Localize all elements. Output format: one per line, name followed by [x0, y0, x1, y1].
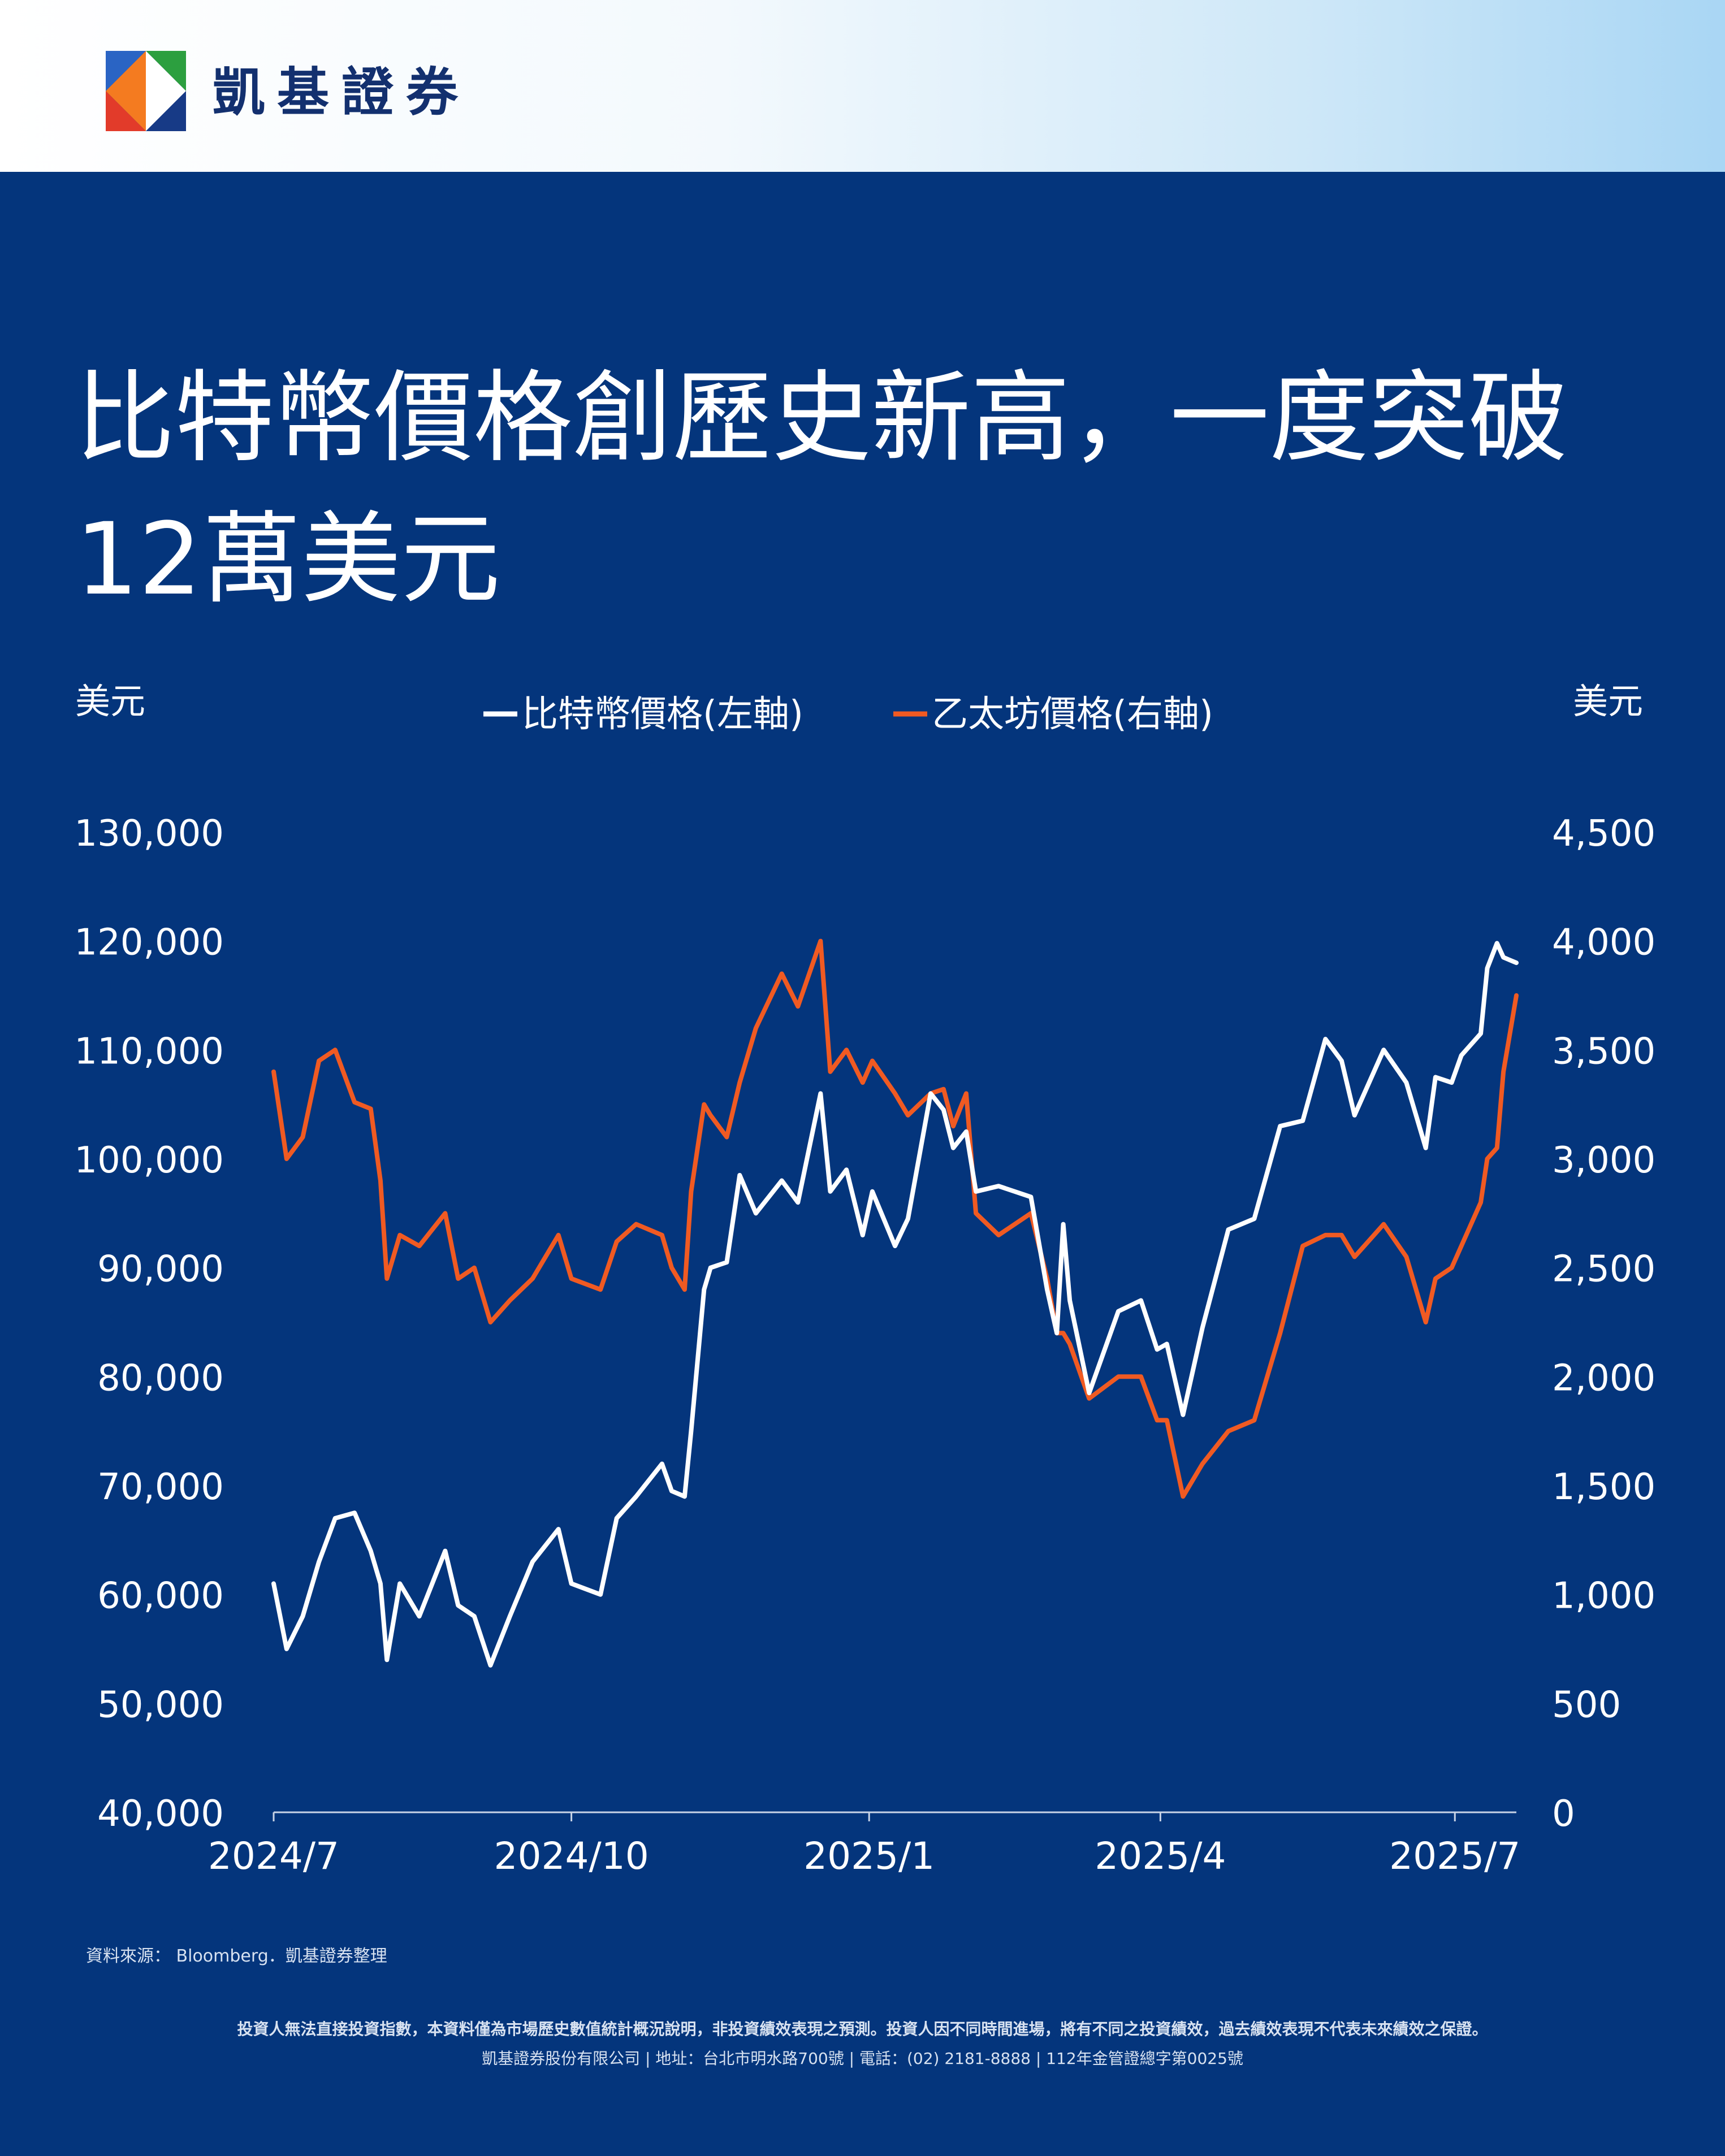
- left-tick-label: 120,000: [74, 922, 224, 964]
- x-tick-label: 2025/4: [1095, 1834, 1226, 1878]
- x-tick-label: 2025/1: [803, 1834, 935, 1878]
- left-tick-label: 100,000: [74, 1140, 224, 1181]
- kgi-logo-icon: [106, 51, 186, 131]
- left-tick-label: 90,000: [97, 1249, 224, 1291]
- x-axis: 2024/7 2024/10 2025/1 2025/4 2025/7: [208, 1811, 1520, 1878]
- left-tick-label: 130,000: [74, 813, 224, 855]
- right-tick-label: 4,500: [1552, 813, 1655, 855]
- left-unit-label: 美元: [75, 681, 145, 722]
- disclaimer-text: 投資人無法直接投資指數，本資料僅為市場歷史數值統計概況說明，非投資績效表現之預測…: [237, 2020, 1488, 2038]
- legend-label: 比特幣價格(左軸): [522, 694, 803, 735]
- right-tick-label: 3,000: [1552, 1140, 1655, 1181]
- right-tick-label: 500: [1552, 1684, 1621, 1726]
- left-tick-label: 60,000: [97, 1575, 224, 1617]
- left-axis: 美元 130,000 120,000 110,000 100,000 90,000 80,0…: [74, 681, 224, 1835]
- right-tick-label: 1,500: [1552, 1466, 1655, 1508]
- left-tick-label: 50,000: [97, 1684, 224, 1726]
- right-unit-label: 美元: [1573, 681, 1643, 722]
- brand-name: 凱基證券: [213, 62, 471, 123]
- right-tick-label: 3,500: [1552, 1031, 1655, 1072]
- right-axis: 美元 4,500 4,000 3,500 3,000 2,500 2,000 1,500 1,0…: [1552, 681, 1655, 1835]
- plot-area: [271, 938, 1519, 1668]
- chart-legend: 比特幣價格(左軸) 乙太坊價格(右軸): [483, 694, 1213, 735]
- left-tick-label: 80,000: [97, 1357, 224, 1399]
- left-tick-label: 70,000: [97, 1466, 224, 1508]
- page-title: 比特幣價格創歷史新高，一度突破12萬美元: [75, 360, 1568, 617]
- right-tick-label: 1,000: [1552, 1575, 1655, 1617]
- right-tick-label: 4,000: [1552, 922, 1655, 964]
- right-tick-label: 0: [1552, 1793, 1575, 1835]
- x-tick-label: 2024/10: [494, 1834, 649, 1878]
- legend-label: 乙太坊價格(右軸): [932, 694, 1213, 735]
- company-footer: 凱基證券股份有限公司 | 地址：台北市明水路700號 | 電話：(02) 218…: [482, 2049, 1243, 2068]
- eth-price-line: [271, 938, 1519, 1499]
- source-note: 資料來源： Bloomberg．凱基證券整理: [86, 1946, 387, 1966]
- left-tick-label: 110,000: [74, 1031, 224, 1072]
- btc-price-line: [271, 941, 1519, 1668]
- right-tick-label: 2,000: [1552, 1357, 1655, 1399]
- x-tick-label: 2025/7: [1389, 1834, 1520, 1878]
- x-tick-label: 2024/7: [208, 1834, 339, 1878]
- header-bar: 凱基證券: [0, 0, 1725, 172]
- right-tick-label: 2,500: [1552, 1249, 1655, 1291]
- left-tick-label: 40,000: [97, 1793, 224, 1835]
